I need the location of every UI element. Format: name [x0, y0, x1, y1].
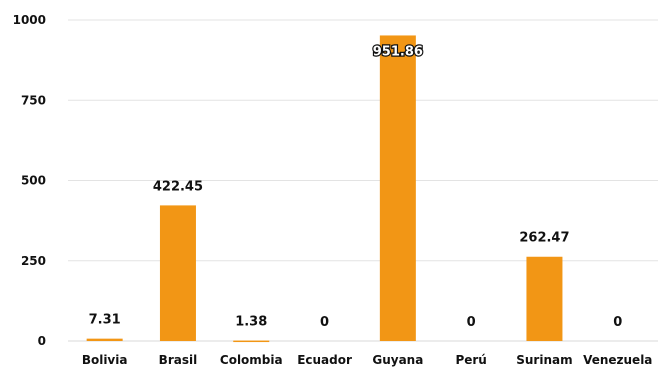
- x-tick-label: Colombia: [220, 353, 283, 367]
- data-label: 422.45: [153, 179, 203, 194]
- y-tick-label: 1000: [13, 13, 46, 27]
- data-label: 7.31: [89, 313, 121, 328]
- bar-surinam: [526, 256, 563, 341]
- bars: [86, 35, 563, 343]
- y-axis-ticks: 0 250 500 750 1000: [13, 13, 46, 348]
- x-tick-label: Guyana: [372, 353, 423, 367]
- x-tick-label: Venezuela: [583, 353, 652, 367]
- data-label: 0: [467, 315, 476, 330]
- y-tick-label: 500: [21, 174, 46, 188]
- y-tick-label: 0: [38, 334, 46, 348]
- x-tick-label: Perú: [455, 353, 486, 367]
- bar-bolivia: [86, 338, 123, 341]
- data-label: 0: [613, 315, 622, 330]
- bar-brasil: [159, 205, 196, 341]
- bar-colombia: [233, 340, 270, 343]
- x-tick-label: Ecuador: [297, 353, 352, 367]
- x-axis-ticks: Bolivia Brasil Colombia Ecuador Guyana Perú Su…: [82, 353, 653, 367]
- x-tick-label: Bolivia: [82, 353, 128, 367]
- data-label: 262.47: [519, 231, 569, 246]
- bar-guyana: [379, 35, 416, 341]
- x-tick-label: Surinam: [516, 353, 572, 367]
- data-label: 0: [320, 315, 329, 330]
- data-label: 1.38: [235, 315, 267, 330]
- y-tick-label: 250: [21, 254, 46, 268]
- data-labels: 7.31 422.45 1.38 0 951.86 0 262.47 0: [89, 43, 623, 330]
- data-label: 951.86: [373, 44, 423, 59]
- y-tick-label: 750: [21, 93, 46, 107]
- x-tick-label: Brasil: [159, 353, 198, 367]
